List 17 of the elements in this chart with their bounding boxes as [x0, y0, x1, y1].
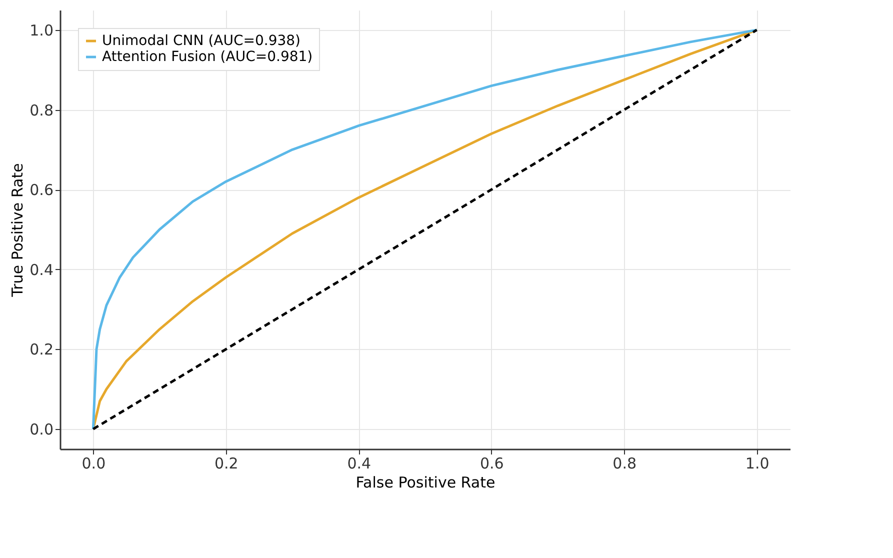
x-tick-label: 0.6 [480, 454, 504, 472]
x-tick-label: 0.4 [347, 454, 372, 472]
x-tick-label: 0.8 [612, 454, 637, 472]
y-tick-label: 0.4 [30, 260, 54, 279]
x-tick-label: 0.0 [82, 454, 106, 472]
legend-label: Unimodal CNN (AUC=0.938) [102, 33, 301, 49]
y-tick-label: 0.6 [30, 181, 54, 200]
y-tick-label: 0.8 [30, 101, 54, 120]
y-axis-title: True Positive Rate [8, 163, 27, 298]
x-axis-title: False Positive Rate [356, 474, 496, 492]
y-tick-label: 0.2 [30, 340, 54, 359]
legend-label: Attention Fusion (AUC=0.981) [102, 49, 313, 65]
x-tick-label: 1.0 [745, 454, 770, 472]
y-tick-label: 0.0 [30, 420, 54, 439]
x-tick-label: 0.2 [214, 454, 238, 472]
line-series [92, 28, 758, 430]
y-tick-label: 1.0 [30, 21, 54, 40]
